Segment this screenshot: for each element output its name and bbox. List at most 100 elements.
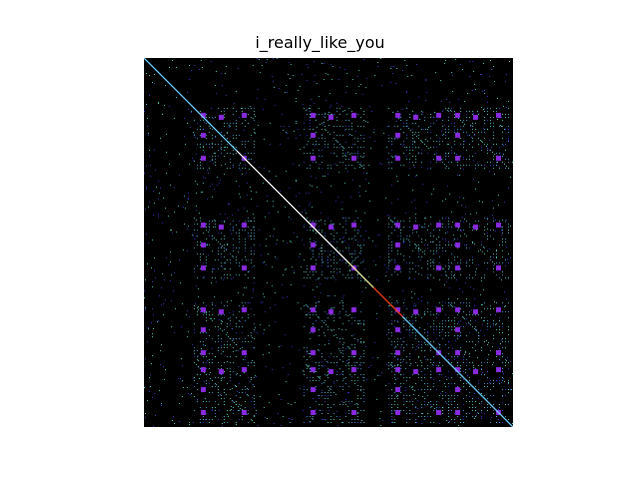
heatmap-cell [223,107,225,109]
heatmap-cell [472,229,474,231]
heatmap-highlight-cell [473,309,479,315]
heatmap-cell [457,262,459,264]
heatmap-cell [424,116,426,118]
heatmap-cell [309,407,311,409]
heatmap-cell [508,232,510,234]
heatmap-diagonal-cell [385,299,387,301]
heatmap-cell [424,419,426,421]
heatmap-cell [363,324,365,326]
heatmap-cell [147,134,149,136]
heatmap-cell [251,297,253,299]
heatmap-cell [502,161,504,163]
heatmap-cell [318,167,320,169]
heatmap-cell [487,143,489,145]
heatmap-cell [333,381,335,383]
heatmap-cell [203,121,205,123]
heatmap-cell [259,324,261,326]
heatmap-cell [436,329,438,331]
heatmap-diagonal-cell [488,402,490,404]
heatmap-cell [484,131,486,133]
heatmap-cell [306,63,308,65]
heatmap-cell [470,125,472,127]
heatmap-cell [173,272,175,274]
heatmap-cell [158,192,160,194]
heatmap-cell [349,133,351,135]
heatmap-diagonal-cell [484,398,486,400]
heatmap-cell [397,110,399,112]
heatmap-cell [205,113,207,115]
heatmap-cell [415,349,417,351]
heatmap-cell [307,366,309,368]
heatmap-cell [425,217,427,219]
heatmap-cell [421,350,423,352]
heatmap-cell [232,229,234,231]
heatmap-cell [309,104,311,106]
heatmap-cell [460,389,462,391]
heatmap-cell [487,386,489,388]
heatmap-diagonal-cell [492,406,494,408]
heatmap-cell [469,392,471,394]
heatmap-cell [475,188,477,190]
heatmap-cell [223,247,225,249]
heatmap-cell [442,161,444,163]
heatmap-diagonal-cell [322,236,324,238]
heatmap-cell [365,120,367,122]
heatmap-cell [151,286,153,288]
heatmap-cell [309,368,311,370]
heatmap-cell [250,229,252,231]
heatmap-cell [449,266,451,268]
heatmap-cell [238,235,240,237]
heatmap-cell [153,270,155,272]
heatmap-diagonal-cell [150,64,153,67]
heatmap-cell [421,416,423,418]
heatmap-diagonal-cell [276,190,279,193]
heatmap-cell [469,332,471,334]
heatmap-cell [478,131,480,133]
heatmap-cell [478,181,480,183]
heatmap-diagonal-cell [336,250,338,252]
heatmap-diagonal-cell [414,328,416,330]
heatmap-diagonal-cell [464,378,466,380]
heatmap-cell [225,394,227,396]
heatmap-cell [328,343,330,345]
heatmap-cell [469,110,471,112]
heatmap-cell [439,143,441,145]
heatmap-cell [309,247,311,249]
heatmap-cell [469,413,471,415]
heatmap-cell [472,314,474,316]
heatmap-cell [211,314,213,316]
heatmap-diagonal-cell [485,399,487,401]
heatmap-cell [336,268,338,270]
heatmap-cell [487,152,489,154]
heatmap-diagonal-cell [433,347,435,349]
heatmap-cell [243,287,245,289]
heatmap-cell [305,271,307,273]
heatmap-cell [484,308,486,310]
heatmap-cell [466,149,468,151]
heatmap-cell [386,271,388,273]
heatmap-cell [508,262,510,264]
heatmap-cell [244,125,246,127]
heatmap-diagonal-cell [317,231,319,233]
heatmap-cell [484,341,486,343]
heatmap-cell [198,212,200,214]
heatmap-cell [235,232,237,234]
heatmap-diagonal-cell [450,364,452,366]
heatmap-diagonal-cell [291,205,293,207]
heatmap-cell [414,303,416,305]
heatmap-cell [487,323,489,325]
heatmap-cell [360,125,362,127]
heatmap-cell [306,268,308,270]
heatmap-cell [186,310,188,312]
heatmap-cell [151,239,153,241]
heatmap-cell [310,98,312,100]
heatmap-cell [233,402,235,404]
heatmap-cell [333,238,335,240]
heatmap-cell [205,312,207,314]
heatmap-cell [490,389,492,391]
heatmap-cell [309,271,311,273]
heatmap-cell [272,200,274,202]
heatmap-cell [239,169,241,171]
heatmap-cell [220,395,222,397]
heatmap-cell [315,302,317,304]
